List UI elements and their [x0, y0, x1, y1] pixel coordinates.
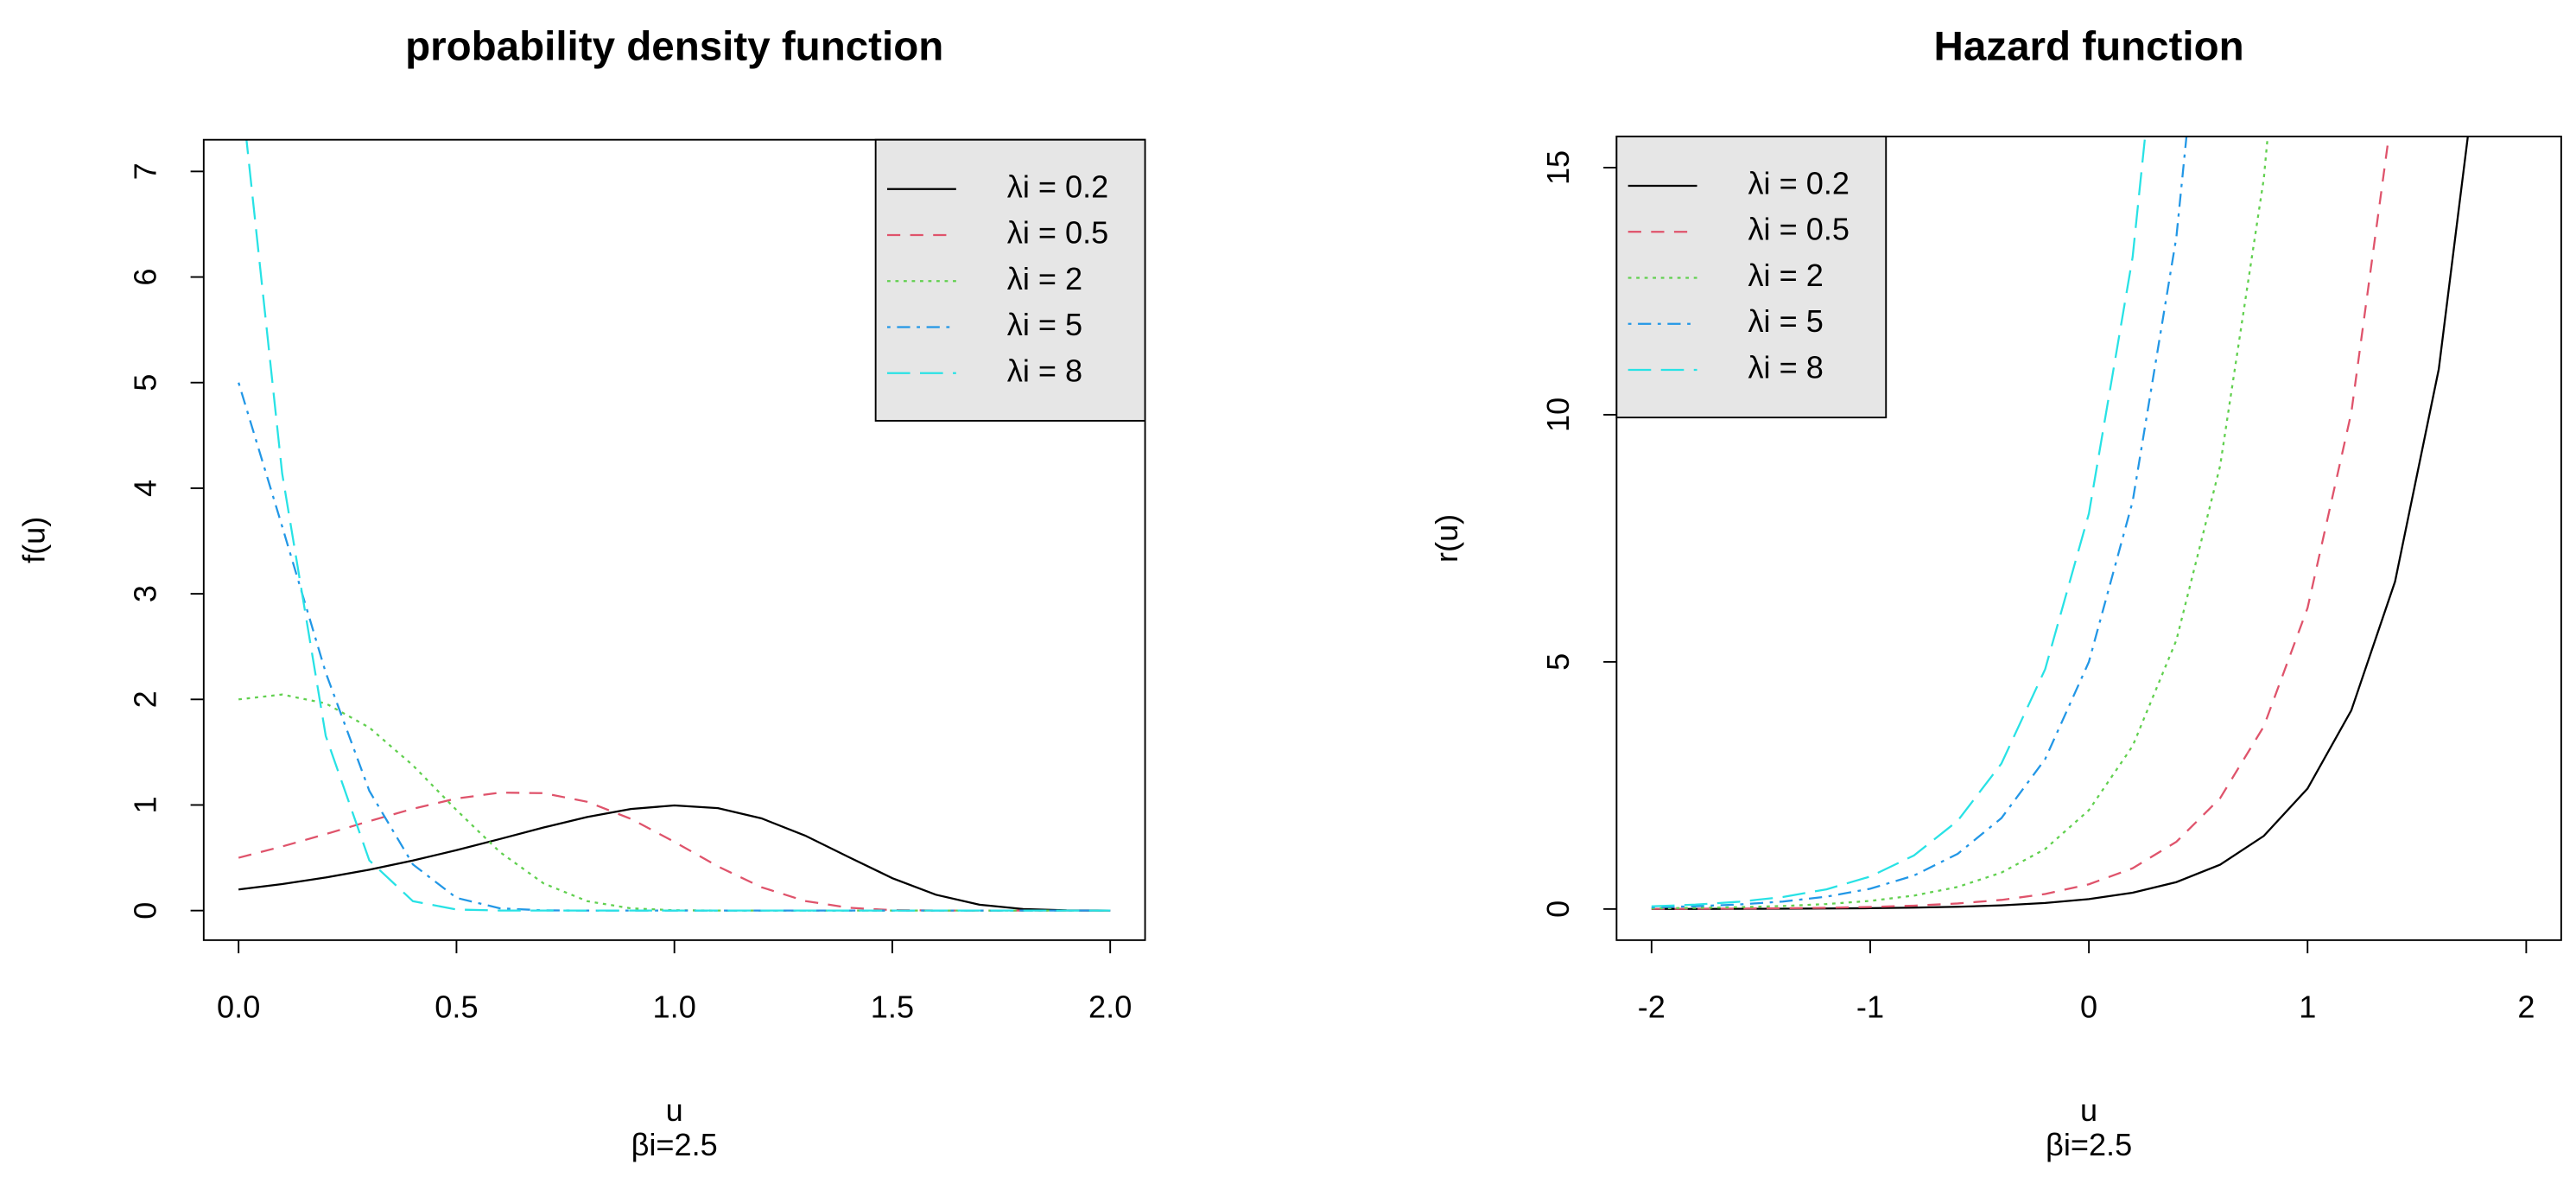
x-tick-label: 2.0 [1088, 989, 1132, 1024]
x-tick-label: 0 [2080, 989, 2097, 1024]
x-axis-subtitle: βi=2.5 [2046, 1127, 2132, 1162]
series-line [238, 792, 1111, 912]
y-tick-label: 6 [128, 269, 163, 286]
y-tick-label: 2 [128, 690, 163, 708]
y-tick-label: 7 [128, 162, 163, 180]
x-tick-label: -1 [1856, 989, 1884, 1024]
legend-label: λi = 0.2 [1007, 169, 1108, 204]
legend-label: λi = 0.5 [1748, 212, 1850, 247]
legend-label: λi = 2 [1748, 258, 1824, 293]
y-tick-label: 3 [128, 585, 163, 602]
legend-label: λi = 5 [1748, 303, 1824, 339]
series-line [1651, 136, 2390, 910]
y-tick-label: 10 [1540, 398, 1576, 432]
x-tick-label: 0.5 [435, 989, 478, 1024]
y-axis-label: r(u) [1429, 514, 1464, 563]
y-tick-label: 15 [1540, 150, 1576, 185]
x-axis-label: u [666, 1092, 683, 1128]
x-tick-label: -2 [1638, 989, 1666, 1024]
x-tick-label: 0.0 [217, 989, 260, 1024]
y-tick-label: 5 [1540, 653, 1576, 671]
x-tick-label: 2 [2517, 989, 2535, 1024]
chart-title: Hazard function [1934, 24, 2244, 70]
series-line [1651, 136, 2269, 910]
y-tick-label: 0 [128, 902, 163, 920]
series-line [238, 804, 1111, 912]
legend-label: λi = 8 [1007, 353, 1082, 388]
legend-label: λi = 5 [1007, 307, 1082, 342]
plot-frame [202, 138, 1146, 941]
x-tick-label: 1.0 [653, 989, 696, 1024]
x-axis-subtitle: βi=2.5 [631, 1127, 718, 1162]
y-tick-label: 0 [1540, 900, 1576, 918]
x-tick-label: 1.5 [871, 989, 914, 1024]
legend-label: λi = 8 [1748, 350, 1824, 385]
series-line [1651, 136, 2188, 909]
series-line [238, 693, 1111, 912]
legend-label: λi = 2 [1007, 261, 1082, 296]
x-tick-label: 1 [2299, 989, 2316, 1024]
plot-frame [1615, 135, 2562, 941]
x-axis-label: u [2080, 1092, 2097, 1128]
y-axis-label: f(u) [16, 517, 51, 563]
y-tick-label: 1 [128, 796, 163, 813]
y-tick-label: 5 [128, 374, 163, 391]
series-line [238, 382, 1111, 912]
chart-title: probability density function [405, 24, 943, 70]
legend-label: λi = 0.5 [1007, 215, 1108, 251]
series-line [1651, 136, 2147, 907]
legend-label: λi = 0.2 [1748, 166, 1850, 201]
series-line [245, 139, 1111, 912]
y-tick-label: 4 [128, 480, 163, 497]
